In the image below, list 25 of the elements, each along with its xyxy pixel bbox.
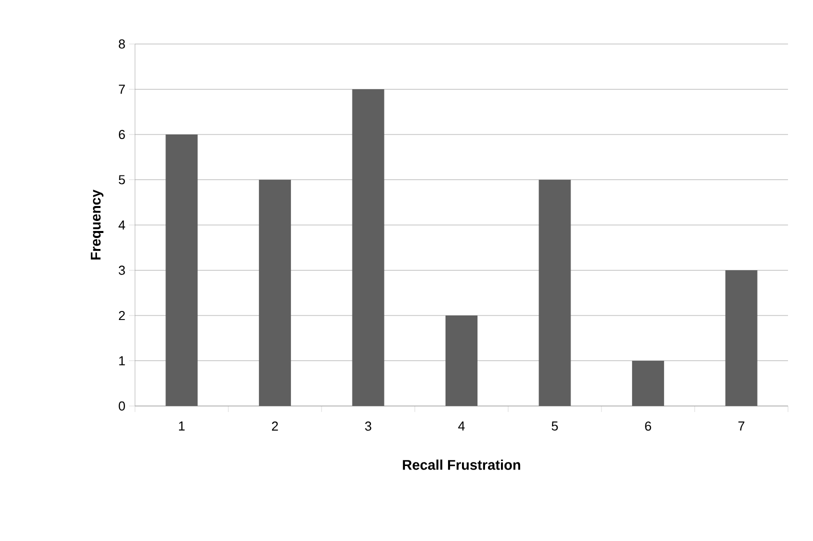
x-tick-label: 7 bbox=[738, 422, 744, 430]
bar bbox=[166, 134, 198, 406]
bar bbox=[538, 180, 571, 406]
y-tick-label: 3 bbox=[118, 266, 125, 275]
bar bbox=[632, 360, 664, 406]
y-tick-label: 8 bbox=[118, 39, 125, 49]
y-tick-label: 2 bbox=[118, 310, 125, 320]
x-tick-label: 5 bbox=[552, 422, 558, 431]
x-tick-label: 3 bbox=[365, 422, 372, 431]
x-tick-label: 2 bbox=[272, 422, 278, 431]
y-tick-label: 1 bbox=[119, 356, 125, 366]
bar bbox=[725, 270, 758, 406]
bar bbox=[258, 180, 291, 406]
bar bbox=[446, 316, 478, 406]
bar bbox=[352, 89, 384, 406]
y-tick-label: 0 bbox=[118, 401, 125, 411]
y-axis-title: Frequency bbox=[90, 190, 104, 260]
y-tick-label: 5 bbox=[118, 175, 125, 184]
x-tick-label: 6 bbox=[645, 422, 652, 431]
y-tick-label: 6 bbox=[118, 130, 125, 140]
y-tick-label: 4 bbox=[118, 220, 126, 230]
y-tick-label: 7 bbox=[118, 84, 125, 94]
x-tick-label: 4 bbox=[458, 422, 465, 430]
x-tick-label: 1 bbox=[179, 422, 185, 430]
x-axis-title: Recall Frustration bbox=[402, 460, 520, 470]
